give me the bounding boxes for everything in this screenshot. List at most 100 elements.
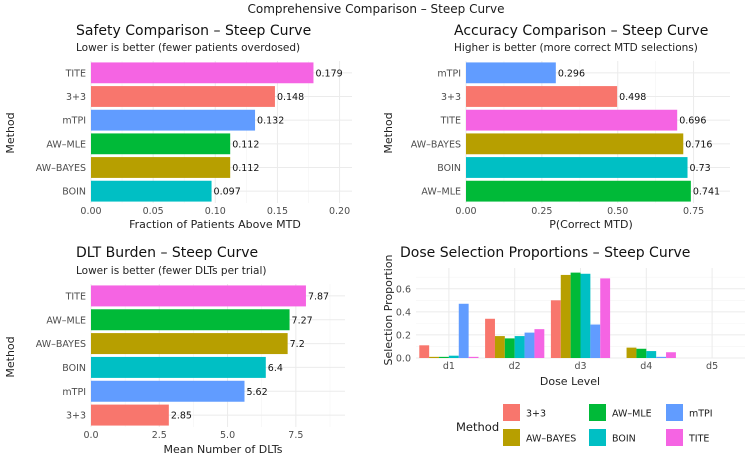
bar-mtpi-d3 — [590, 324, 601, 358]
legend-label-tite: TITE — [688, 434, 709, 445]
x-tick-label: 0.20 — [329, 206, 350, 217]
y-tick-label: mTPI — [437, 68, 461, 79]
bar-tite-d1 — [468, 356, 479, 358]
y-tick-label: AW–MLE — [421, 187, 461, 198]
bar-mtpi-d4 — [656, 356, 667, 358]
safety-title: Safety Comparison – Steep Curve — [76, 23, 311, 39]
dlt-x-axis-label: Mean Number of DLTs — [164, 443, 283, 456]
bar-mtpi — [91, 109, 256, 131]
bar-tite-d3 — [600, 278, 611, 358]
legend-title: Method — [456, 420, 499, 434]
dlt-y-axis-label: Method — [4, 336, 17, 377]
x-tick-label: 0.10 — [205, 206, 226, 217]
data-label: 0.741 — [693, 187, 720, 198]
bar-aw-mle — [91, 309, 290, 331]
y-tick-label: TITE — [65, 68, 86, 79]
x-tick-label: d1 — [443, 361, 455, 372]
panel-dose: Dose Selection Proportions – Steep Curve… — [382, 245, 745, 388]
data-label: 2.85 — [171, 411, 192, 422]
data-label: 7.87 — [308, 291, 329, 302]
data-label: 0.132 — [257, 116, 284, 127]
y-tick-label: 3+3 — [66, 411, 86, 422]
bar-tite — [91, 62, 314, 84]
x-tick-label: 7.5 — [288, 430, 303, 441]
x-tick-label: 0.25 — [531, 206, 552, 217]
figure-title: Comprehensive Comparison – Steep Curve — [248, 2, 505, 16]
x-tick-label: 0.75 — [683, 206, 704, 217]
x-tick-label: 0.50 — [607, 206, 628, 217]
y-tick-label: BOIN — [62, 363, 86, 374]
x-tick-label: d4 — [640, 361, 652, 372]
dose-x-axis-label: Dose Level — [540, 375, 600, 388]
bar-aw-bayes — [91, 157, 231, 178]
legend-label-3-3: 3+3 — [526, 409, 546, 420]
legend-label-aw-mle: AW–MLE — [612, 409, 652, 420]
dlt-title: DLT Burden – Steep Curve — [76, 245, 258, 261]
safety-y-axis-label: Method — [4, 112, 17, 153]
bar-boin-d4 — [646, 351, 657, 358]
bar-tite — [466, 109, 678, 131]
bar-3-3-d2 — [485, 318, 495, 358]
y-tick-label: AW–BAYES — [36, 339, 86, 350]
panel-dlt: DLT Burden – Steep Curve Lower is better… — [4, 245, 345, 456]
bar-tite-d2 — [534, 329, 545, 358]
accuracy-y-axis-label: Method — [382, 112, 395, 153]
x-tick-label: 0.00 — [455, 206, 476, 217]
legend-label-mtpi: mTPI — [689, 409, 713, 420]
y-tick-label: mTPI — [62, 116, 86, 127]
y-tick-label: BOIN — [437, 163, 461, 174]
legend-items: 3+3 AW–MLE mTPI AW–BAYES BOIN TITE — [503, 404, 713, 446]
y-tick-label: AW–MLE — [46, 139, 86, 150]
dlt-subtitle: Lower is better (fewer DLTs per trial) — [76, 265, 267, 277]
safety-subtitle: Lower is better (fewer patients overdose… — [76, 42, 300, 54]
legend-swatch-tite — [666, 429, 683, 446]
bar-boin — [466, 157, 688, 178]
x-tick-label: 0.05 — [143, 206, 164, 217]
data-label: 0.179 — [315, 68, 342, 79]
dlt-plot: 0.0 2.5 5.0 7.5 7.87 TITE 7.27 AW–MLE 7.2 AW–BAYE… — [36, 284, 345, 441]
bar-boin-d3 — [580, 273, 591, 358]
dose-title: Dose Selection Proportions – Steep Curve — [400, 245, 690, 261]
y-tick-label: mTPI — [62, 387, 86, 398]
y-tick-label: 0.4 — [396, 307, 411, 318]
data-label: 0.148 — [277, 92, 304, 103]
bar-aw-mle-d2 — [504, 338, 515, 358]
panel-accuracy: Accuracy Comparison – Steep Curve Higher… — [382, 23, 730, 231]
data-label: 0.296 — [558, 68, 585, 79]
bar-3-3 — [91, 86, 275, 107]
x-tick-label: d3 — [574, 361, 586, 372]
bar-boin-d1 — [448, 355, 459, 358]
y-tick-label: AW–BAYES — [411, 139, 461, 150]
accuracy-x-axis-label: P(Correct MTD) — [549, 218, 633, 231]
x-tick-label: 5.0 — [220, 430, 235, 441]
bar-aw-bayes-d1 — [429, 356, 440, 358]
bar-3-3 — [91, 404, 169, 426]
bar-aw-bayes-d3 — [560, 274, 571, 358]
bar-boin — [91, 180, 212, 202]
accuracy-plot: 0.00 0.25 0.50 0.75 0.296 mTPI 0.498 3+3 0.696 TI… — [411, 61, 730, 217]
y-tick-label: AW–BAYES — [36, 163, 86, 174]
data-label: 0.097 — [214, 187, 241, 198]
bar-3-3-d3 — [550, 300, 561, 358]
data-label: 6.4 — [268, 363, 283, 374]
x-tick-label: 2.5 — [152, 430, 167, 441]
legend-swatch-boin — [589, 429, 606, 446]
bar-aw-mle — [91, 133, 231, 155]
bar-aw-mle-d4 — [636, 348, 647, 358]
bar-aw-mle — [466, 180, 691, 202]
x-tick-label: d2 — [509, 361, 521, 372]
legend-swatch-aw-mle — [589, 404, 606, 421]
y-tick-label: 0.0 — [396, 354, 411, 365]
bar-boin-d2 — [514, 336, 525, 358]
y-tick-label: 3+3 — [441, 92, 461, 103]
data-label: 7.2 — [290, 339, 305, 350]
y-tick-label: 0.2 — [396, 330, 411, 341]
data-label: 0.112 — [232, 139, 259, 150]
x-tick-label: d5 — [706, 361, 718, 372]
bar-mtpi — [91, 380, 245, 402]
y-tick-label: BOIN — [62, 187, 86, 198]
x-tick-label: 0.00 — [80, 206, 101, 217]
legend-swatch-3-3 — [503, 404, 520, 421]
bar-aw-mle-d3 — [570, 272, 581, 358]
